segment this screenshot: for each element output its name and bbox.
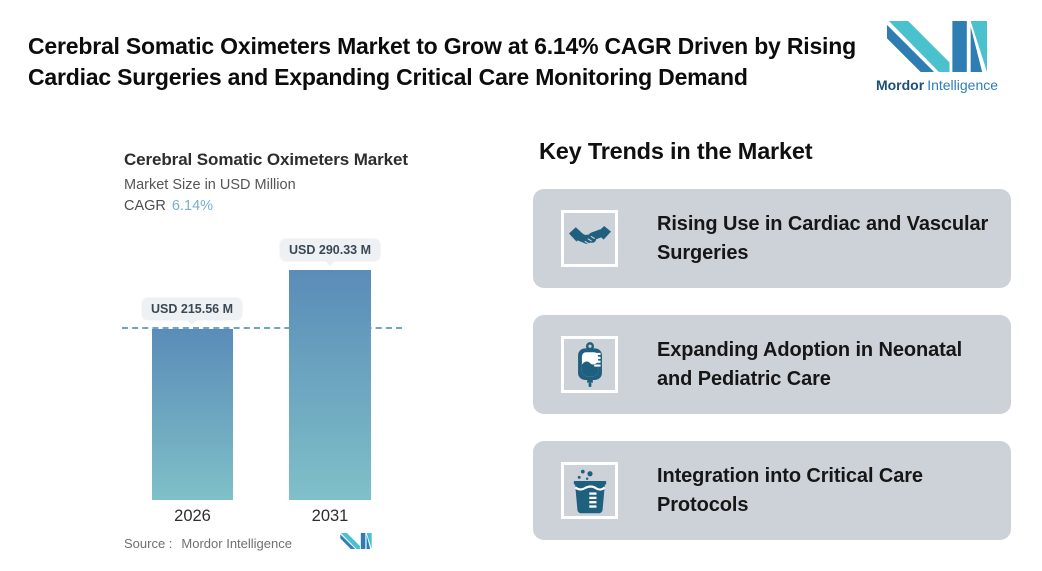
bar-plot-area: USD 215.56 M USD 290.33 M 2026 2031 [122,239,424,525]
x-axis-label-2031: 2031 [311,507,349,525]
trend-label: Integration into Critical Care Protocols [657,464,923,516]
mordor-logo-mark-icon [887,21,987,72]
trend-card: Integration into Critical Care Protocols [533,441,1011,540]
iv-bag-icon [577,342,602,387]
handshake-icon [568,225,611,246]
brand-wordmark: Mordor Intelligence [864,77,1010,93]
source-label: Source : [124,536,173,551]
chart-cagr: CAGR 6.14% [124,198,434,214]
key-trends-panel: Key Trends in the Market Rising Use in C… [533,138,1011,540]
value-callout-2026: USD 215.56 M [142,298,242,320]
chart-title: Cerebral Somatic Oximeters Market [124,150,408,169]
mordor-intelligence-logo: Mordor Intelligence [864,21,1010,93]
bar-2026 [152,329,233,500]
reference-dashed-line [122,327,402,329]
mordor-logo-mark-small-icon [340,533,372,549]
value-callout-2031: USD 290.33 M [280,239,380,261]
trend-icon-box [561,210,618,267]
trends-heading: Key Trends in the Market [539,138,813,164]
market-size-chart: Cerebral Somatic Oximeters Market Market… [122,150,434,571]
x-axis-label-2026: 2026 [174,507,211,525]
bar-2031 [289,270,371,500]
trend-card: Expanding Adoption in Neonatal and Pedia… [533,315,1011,414]
trend-icon-box [561,336,618,393]
page-title: Cerebral Somatic Oximeters Market to Gro… [28,33,856,91]
beaker-icon [573,469,606,513]
chart-subtitle: Market Size in USD Million [124,177,296,193]
cagr-label: CAGR [124,198,166,214]
cagr-value: 6.14% [171,198,214,214]
brand-name-bold: Mordor [875,77,925,93]
trend-label: Rising Use in Cardiac and Vascular Surge… [657,212,989,264]
trend-card: Rising Use in Cardiac and Vascular Surge… [533,189,1011,288]
brand-name-light: Intelligence [927,77,999,93]
trend-label: Expanding Adoption in Neonatal and Pedia… [657,338,963,390]
trend-icon-box [561,462,618,519]
chart-source: Source : Mordor Intelligence [124,536,292,551]
source-value: Mordor Intelligence [181,536,292,551]
